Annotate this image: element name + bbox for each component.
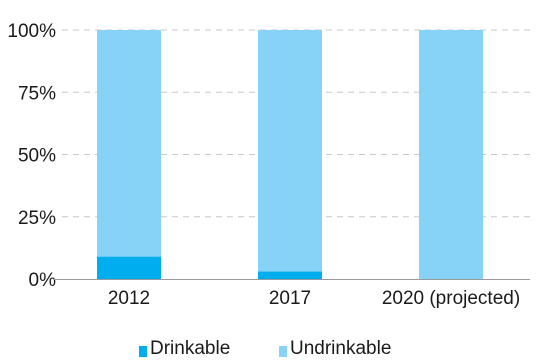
x-tick-label: 2020 (projected) [382, 288, 520, 309]
bar-undrinkable-2012 [97, 30, 161, 257]
legend-swatch-drinkable [139, 346, 147, 357]
bar-undrinkable-2017 [258, 30, 322, 272]
x-tick-label: 2012 [108, 288, 150, 309]
bar-chart: 0% 25% 50% 75% 100% 2012 2017 2020 (projected) [7, 21, 530, 309]
legend-swatch-undrinkable [279, 346, 287, 357]
x-axis-ticks: 2012 2017 2020 (projected) [108, 288, 520, 309]
y-tick-label: 100% [7, 21, 56, 42]
legend-item-drinkable: Drinkable [139, 338, 230, 360]
bar-drinkable-2012 [97, 256, 161, 279]
bar-drinkable-2017 [258, 271, 322, 279]
y-axis-ticks: 0% 25% 50% 75% 100% [7, 21, 56, 291]
legend-item-undrinkable: Undrinkable [279, 338, 391, 360]
y-tick-label: 75% [18, 83, 56, 104]
bars [97, 30, 483, 279]
legend-label-drinkable: Drinkable [150, 338, 231, 359]
y-tick-label: 0% [29, 270, 57, 291]
y-tick-label: 25% [18, 208, 56, 229]
legend: Drinkable Undrinkable [0, 338, 550, 362]
legend-label-undrinkable: Undrinkable [290, 338, 392, 359]
bar-undrinkable-2020projected [419, 30, 483, 279]
y-tick-label: 50% [18, 146, 56, 167]
x-tick-label: 2017 [269, 288, 311, 309]
